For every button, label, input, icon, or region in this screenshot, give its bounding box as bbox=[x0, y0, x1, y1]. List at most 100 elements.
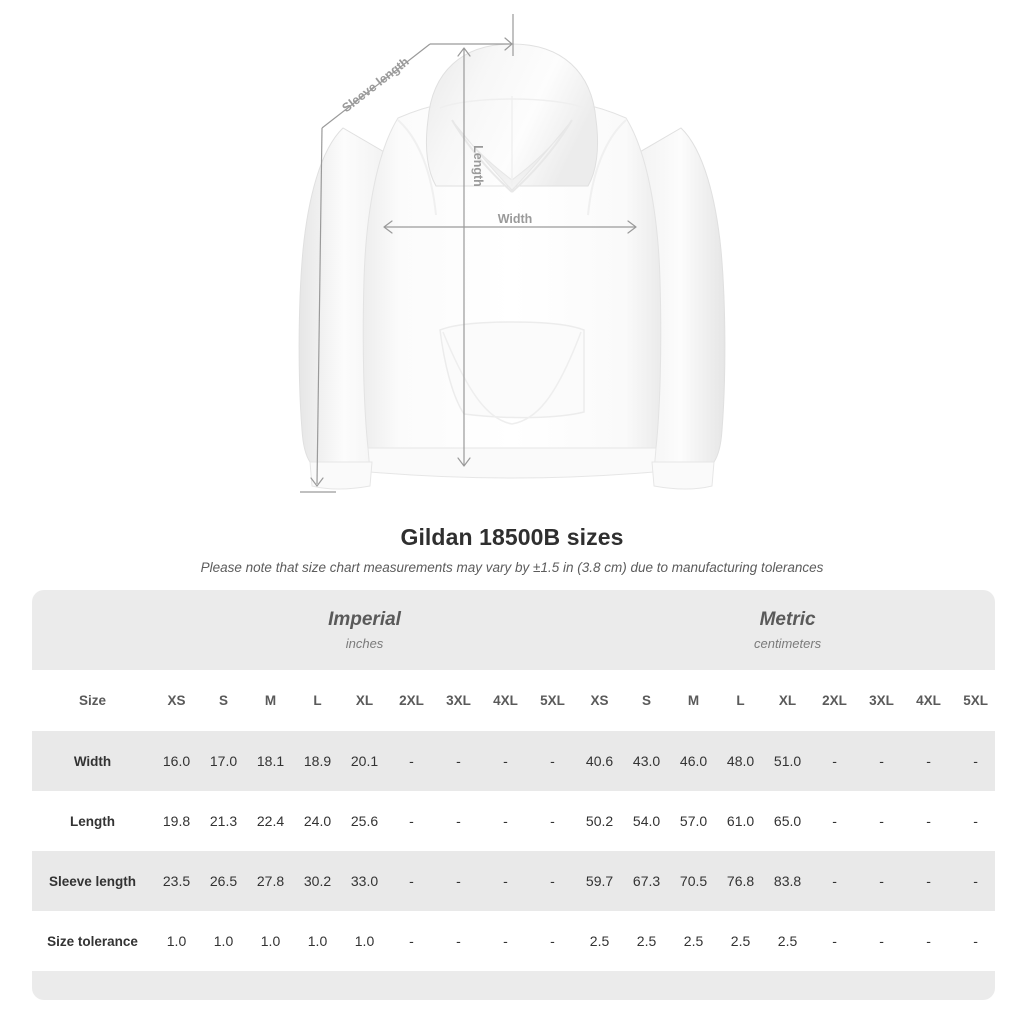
cell-tolerance-imperial-xs: 1.0 bbox=[153, 911, 200, 971]
size-header-imperial-3xl: 3XL bbox=[435, 670, 482, 731]
cell-width-imperial-xl: 20.1 bbox=[341, 731, 388, 791]
cell-sleeve-metric-m: 70.5 bbox=[670, 851, 718, 911]
cell-sleeve-metric-2xl: - bbox=[811, 851, 859, 911]
sleeve-arrow-bottom bbox=[310, 477, 324, 487]
table-row: Length 19.8 21.3 22.4 24.0 25.6 - - - - … bbox=[32, 791, 995, 851]
cell-length-imperial-2xl: - bbox=[388, 791, 435, 851]
row-label-sleeve-length: Sleeve length bbox=[32, 851, 153, 911]
row-label-width: Width bbox=[32, 731, 153, 791]
cell-width-metric-4xl: - bbox=[905, 731, 953, 791]
cell-tolerance-imperial-m: 1.0 bbox=[247, 911, 294, 971]
cell-tolerance-imperial-xl: 1.0 bbox=[341, 911, 388, 971]
cell-length-metric-s: 54.0 bbox=[623, 791, 671, 851]
cell-length-imperial-3xl: - bbox=[435, 791, 482, 851]
cell-width-imperial-3xl: - bbox=[435, 731, 482, 791]
cell-tolerance-imperial-4xl: - bbox=[482, 911, 529, 971]
size-header-metric-5xl: 5XL bbox=[952, 670, 995, 731]
cell-width-metric-l: 48.0 bbox=[717, 731, 765, 791]
page-title: Gildan 18500B sizes bbox=[400, 524, 624, 550]
cell-length-metric-xl: 65.0 bbox=[764, 791, 812, 851]
hoodie-graphic bbox=[298, 43, 726, 490]
cell-length-metric-4xl: - bbox=[905, 791, 953, 851]
product-illustration: Sleeve length Length Width bbox=[298, 14, 726, 493]
cell-tolerance-imperial-2xl: - bbox=[388, 911, 435, 971]
size-header-metric-4xl: 4XL bbox=[905, 670, 953, 731]
cell-width-imperial-m: 18.1 bbox=[247, 731, 294, 791]
size-header-imperial-5xl: 5XL bbox=[529, 670, 577, 731]
size-header-imperial-4xl: 4XL bbox=[482, 670, 529, 731]
cell-length-imperial-5xl: - bbox=[529, 791, 577, 851]
cell-sleeve-imperial-l: 30.2 bbox=[294, 851, 341, 911]
cell-length-metric-m: 57.0 bbox=[670, 791, 718, 851]
table-row: Sleeve length 23.5 26.5 27.8 30.2 33.0 -… bbox=[32, 851, 995, 911]
cell-sleeve-metric-3xl: - bbox=[858, 851, 906, 911]
table-footer-cell bbox=[32, 971, 995, 1000]
size-header-metric-xl: XL bbox=[764, 670, 812, 731]
row-label-length: Length bbox=[32, 791, 153, 851]
size-header-imperial-xs: XS bbox=[153, 670, 200, 731]
cell-tolerance-imperial-l: 1.0 bbox=[294, 911, 341, 971]
size-column-label: Size bbox=[32, 670, 153, 731]
row-label-size-tolerance: Size tolerance bbox=[32, 911, 153, 971]
size-header-metric-s: S bbox=[623, 670, 671, 731]
cell-length-imperial-m: 22.4 bbox=[247, 791, 294, 851]
length-arrow-top bbox=[457, 47, 471, 57]
cell-tolerance-imperial-5xl: - bbox=[529, 911, 577, 971]
cell-width-imperial-xs: 16.0 bbox=[153, 731, 200, 791]
cell-length-imperial-4xl: - bbox=[482, 791, 529, 851]
cell-length-metric-xs: 50.2 bbox=[576, 791, 624, 851]
cell-length-imperial-l: 24.0 bbox=[294, 791, 341, 851]
cell-width-imperial-4xl: - bbox=[482, 731, 529, 791]
cell-sleeve-imperial-4xl: - bbox=[482, 851, 529, 911]
cell-width-imperial-s: 17.0 bbox=[200, 731, 247, 791]
cell-tolerance-imperial-s: 1.0 bbox=[200, 911, 247, 971]
cell-tolerance-metric-s: 2.5 bbox=[623, 911, 671, 971]
size-header-imperial-l: L bbox=[294, 670, 341, 731]
group-name-imperial: Imperial bbox=[328, 609, 401, 631]
width-label: Width bbox=[498, 212, 533, 226]
cell-width-metric-5xl: - bbox=[952, 731, 995, 791]
cell-length-metric-3xl: - bbox=[858, 791, 906, 851]
length-arrow-bottom bbox=[457, 457, 471, 467]
cell-sleeve-metric-s: 67.3 bbox=[623, 851, 671, 911]
cell-sleeve-metric-xl: 83.8 bbox=[764, 851, 812, 911]
cell-sleeve-metric-xs: 59.7 bbox=[576, 851, 624, 911]
cell-width-metric-3xl: - bbox=[858, 731, 906, 791]
size-header-row: Size XS S M L XL 2XL 3XL 4XL 5XL XS S M … bbox=[32, 670, 995, 731]
group-unit-metric: centimeters bbox=[753, 635, 822, 651]
width-arrow-right bbox=[627, 220, 637, 234]
cell-sleeve-imperial-s: 26.5 bbox=[200, 851, 247, 911]
measurement-lines bbox=[300, 14, 635, 493]
size-header-metric-l: L bbox=[717, 670, 765, 731]
tolerance-note: Please note that size chart measurements… bbox=[200, 560, 824, 575]
size-header-imperial-s: S bbox=[200, 670, 247, 731]
size-header-metric-2xl: 2XL bbox=[811, 670, 859, 731]
cell-tolerance-metric-3xl: - bbox=[858, 911, 906, 971]
size-header-imperial-m: M bbox=[247, 670, 294, 731]
size-table-container: Imperial inches Metric centimeters Size … bbox=[32, 590, 995, 1000]
cell-length-imperial-xl: 25.6 bbox=[341, 791, 388, 851]
group-header-spacer bbox=[32, 590, 153, 670]
cell-width-imperial-5xl: - bbox=[529, 731, 577, 791]
size-header-metric-xs: XS bbox=[576, 670, 624, 731]
table-row: Size tolerance 1.0 1.0 1.0 1.0 1.0 - - -… bbox=[32, 911, 995, 971]
cell-width-metric-m: 46.0 bbox=[670, 731, 718, 791]
sleeve-length-label: Sleeve length bbox=[339, 55, 411, 116]
cell-sleeve-imperial-xs: 23.5 bbox=[153, 851, 200, 911]
cell-sleeve-imperial-2xl: - bbox=[388, 851, 435, 911]
table-row: Width 16.0 17.0 18.1 18.9 20.1 - - - - 4… bbox=[32, 731, 995, 791]
cell-tolerance-metric-4xl: - bbox=[905, 911, 953, 971]
cell-sleeve-imperial-5xl: - bbox=[529, 851, 577, 911]
table-footer-band bbox=[32, 971, 995, 1000]
sleeve-length-diagonal bbox=[321, 43, 431, 129]
group-name-metric: Metric bbox=[759, 609, 816, 631]
size-header-metric-3xl: 3XL bbox=[858, 670, 906, 731]
cell-width-metric-s: 43.0 bbox=[623, 731, 671, 791]
unit-group-header-row: Imperial inches Metric centimeters bbox=[32, 590, 995, 670]
cell-sleeve-imperial-3xl: - bbox=[435, 851, 482, 911]
cell-width-metric-2xl: - bbox=[811, 731, 859, 791]
cell-sleeve-imperial-m: 27.8 bbox=[247, 851, 294, 911]
cell-length-metric-5xl: - bbox=[952, 791, 995, 851]
size-header-imperial-2xl: 2XL bbox=[388, 670, 435, 731]
